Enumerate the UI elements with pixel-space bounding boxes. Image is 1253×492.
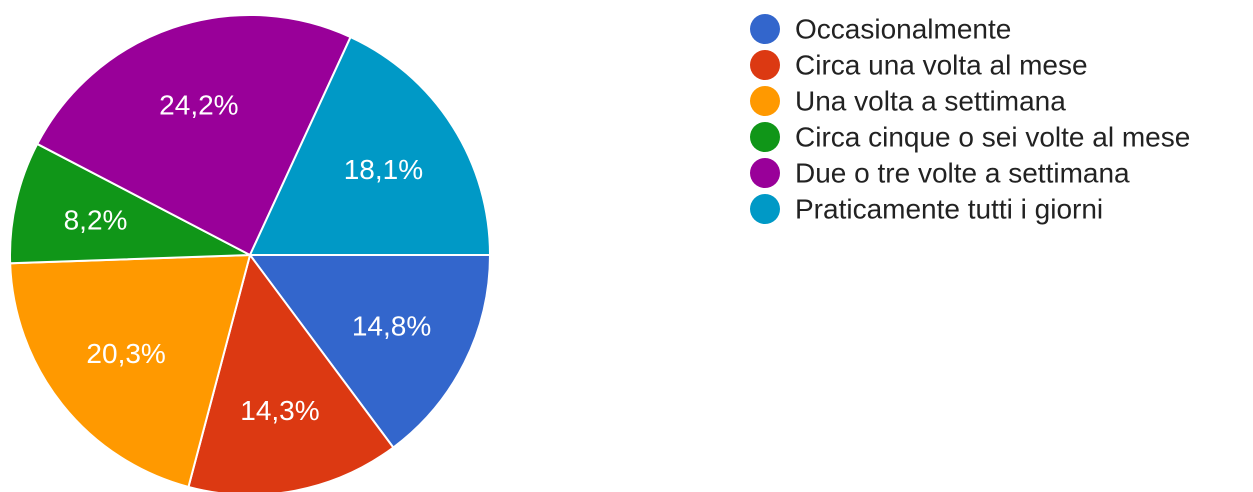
pie-slice-6	[248, 35, 492, 256]
legend-swatch-2	[750, 50, 780, 80]
pie-slices	[9, 14, 492, 492]
legend-label-1: Occasionalmente	[795, 14, 1011, 45]
legend-swatch-1	[750, 14, 780, 44]
pie-slice-labels: 14,8% 14,3% 20,3% 8,2% 24,2% 18,1%	[64, 90, 432, 426]
legend-label-3: Una volta a settimana	[795, 86, 1066, 117]
legend-label-4: Circa cinque o sei volte al mese	[795, 122, 1190, 153]
legend-swatch-6	[750, 194, 780, 224]
pie-slice-label-4: 8,2%	[64, 204, 128, 235]
legend-item-3: Una volta a settimana	[750, 86, 1066, 117]
pie-slice-label-6: 18,1%	[344, 154, 423, 185]
legend-label-6: Praticamente tutti i giorni	[795, 194, 1103, 225]
pie-slice-5	[35, 14, 352, 257]
legend-item-5: Due o tre volte a settimana	[750, 158, 1130, 189]
pie-slice-2	[187, 252, 395, 492]
pie-slice-label-5: 24,2%	[159, 90, 238, 121]
pie-slice-label-1: 14,8%	[352, 311, 431, 342]
pie-slice-4	[9, 142, 254, 265]
legend: Occasionalmente Circa una volta al mese Un…	[750, 14, 1190, 225]
pie-slice-label-3: 20,3%	[86, 338, 165, 369]
legend-label-2: Circa una volta al mese	[795, 50, 1088, 81]
legend-label-5: Due o tre volte a settimana	[795, 158, 1130, 189]
pie-slice-3	[9, 253, 252, 489]
legend-item-4: Circa cinque o sei volte al mese	[750, 122, 1190, 153]
legend-item-6: Praticamente tutti i giorni	[750, 194, 1103, 225]
legend-item-2: Circa una volta al mese	[750, 50, 1088, 81]
legend-swatch-4	[750, 122, 780, 152]
pie-slice-1	[248, 254, 492, 449]
legend-swatch-3	[750, 86, 780, 116]
legend-swatch-5	[750, 158, 780, 188]
pie-slice-label-2: 14,3%	[240, 395, 319, 426]
legend-item-1: Occasionalmente	[750, 14, 1011, 45]
